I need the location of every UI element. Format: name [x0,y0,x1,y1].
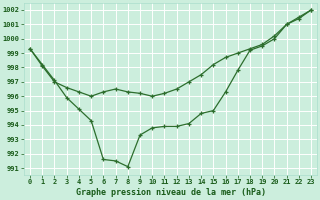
X-axis label: Graphe pression niveau de la mer (hPa): Graphe pression niveau de la mer (hPa) [76,188,266,197]
